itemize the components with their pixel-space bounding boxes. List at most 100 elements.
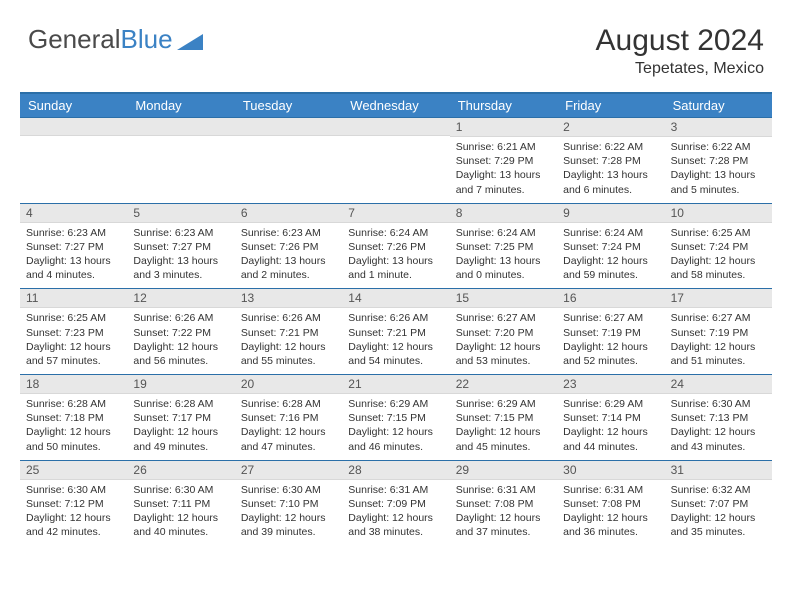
day-detail: Sunrise: 6:31 AM Sunset: 7:08 PM Dayligh… [557,480,664,546]
day-cell: 11Sunrise: 6:25 AM Sunset: 7:23 PM Dayli… [20,289,127,374]
day-number: 6 [235,204,342,223]
day-detail: Sunrise: 6:23 AM Sunset: 7:26 PM Dayligh… [235,223,342,289]
day-detail: Sunrise: 6:25 AM Sunset: 7:24 PM Dayligh… [665,223,772,289]
day-detail: Sunrise: 6:28 AM Sunset: 7:17 PM Dayligh… [127,394,234,460]
day-detail: Sunrise: 6:25 AM Sunset: 7:23 PM Dayligh… [20,308,127,374]
day-number: 13 [235,289,342,308]
day-number: 11 [20,289,127,308]
day-number: 14 [342,289,449,308]
day-detail: Sunrise: 6:26 AM Sunset: 7:22 PM Dayligh… [127,308,234,374]
day-cell: 3Sunrise: 6:22 AM Sunset: 7:28 PM Daylig… [665,118,772,203]
day-number: 29 [450,461,557,480]
day-number: 8 [450,204,557,223]
day-number: 7 [342,204,449,223]
day-number: 21 [342,375,449,394]
day-number: 2 [557,118,664,137]
day-detail: Sunrise: 6:28 AM Sunset: 7:16 PM Dayligh… [235,394,342,460]
day-number: 23 [557,375,664,394]
day-detail: Sunrise: 6:30 AM Sunset: 7:11 PM Dayligh… [127,480,234,546]
day-number: 31 [665,461,772,480]
day-detail: Sunrise: 6:21 AM Sunset: 7:29 PM Dayligh… [450,137,557,203]
day-cell: 19Sunrise: 6:28 AM Sunset: 7:17 PM Dayli… [127,375,234,460]
week-row: 11Sunrise: 6:25 AM Sunset: 7:23 PM Dayli… [20,288,772,374]
day-cell: 13Sunrise: 6:26 AM Sunset: 7:21 PM Dayli… [235,289,342,374]
page-title: August 2024 [596,24,764,58]
day-detail: Sunrise: 6:30 AM Sunset: 7:10 PM Dayligh… [235,480,342,546]
day-number: 9 [557,204,664,223]
day-cell [127,118,234,203]
day-detail: Sunrise: 6:30 AM Sunset: 7:12 PM Dayligh… [20,480,127,546]
weeks-container: 1Sunrise: 6:21 AM Sunset: 7:29 PM Daylig… [20,117,772,545]
day-number [127,118,234,136]
day-number: 27 [235,461,342,480]
day-cell [342,118,449,203]
day-cell: 22Sunrise: 6:29 AM Sunset: 7:15 PM Dayli… [450,375,557,460]
day-number: 1 [450,118,557,137]
day-cell: 16Sunrise: 6:27 AM Sunset: 7:19 PM Dayli… [557,289,664,374]
header: GeneralBlue August 2024 Tepetates, Mexic… [0,0,792,86]
day-detail: Sunrise: 6:23 AM Sunset: 7:27 PM Dayligh… [127,223,234,289]
day-detail: Sunrise: 6:29 AM Sunset: 7:14 PM Dayligh… [557,394,664,460]
day-cell: 29Sunrise: 6:31 AM Sunset: 7:08 PM Dayli… [450,461,557,546]
day-header: Saturday [665,94,772,117]
day-number: 4 [20,204,127,223]
day-cell: 20Sunrise: 6:28 AM Sunset: 7:16 PM Dayli… [235,375,342,460]
day-cell: 18Sunrise: 6:28 AM Sunset: 7:18 PM Dayli… [20,375,127,460]
day-cell: 5Sunrise: 6:23 AM Sunset: 7:27 PM Daylig… [127,204,234,289]
day-number: 20 [235,375,342,394]
day-number: 17 [665,289,772,308]
day-cell: 25Sunrise: 6:30 AM Sunset: 7:12 PM Dayli… [20,461,127,546]
logo-text-2: Blue [121,24,173,55]
day-detail: Sunrise: 6:24 AM Sunset: 7:24 PM Dayligh… [557,223,664,289]
day-header-row: Sunday Monday Tuesday Wednesday Thursday… [20,94,772,117]
day-detail: Sunrise: 6:22 AM Sunset: 7:28 PM Dayligh… [557,137,664,203]
day-detail: Sunrise: 6:30 AM Sunset: 7:13 PM Dayligh… [665,394,772,460]
day-number: 15 [450,289,557,308]
day-number: 25 [20,461,127,480]
day-cell: 27Sunrise: 6:30 AM Sunset: 7:10 PM Dayli… [235,461,342,546]
day-header: Monday [127,94,234,117]
day-number: 22 [450,375,557,394]
day-cell: 31Sunrise: 6:32 AM Sunset: 7:07 PM Dayli… [665,461,772,546]
day-cell: 30Sunrise: 6:31 AM Sunset: 7:08 PM Dayli… [557,461,664,546]
day-number: 16 [557,289,664,308]
day-number [342,118,449,136]
logo-triangle-icon [177,30,203,50]
day-number: 19 [127,375,234,394]
day-detail: Sunrise: 6:31 AM Sunset: 7:09 PM Dayligh… [342,480,449,546]
day-number: 3 [665,118,772,137]
day-cell: 4Sunrise: 6:23 AM Sunset: 7:27 PM Daylig… [20,204,127,289]
day-cell: 21Sunrise: 6:29 AM Sunset: 7:15 PM Dayli… [342,375,449,460]
day-cell: 1Sunrise: 6:21 AM Sunset: 7:29 PM Daylig… [450,118,557,203]
day-number [235,118,342,136]
day-detail: Sunrise: 6:26 AM Sunset: 7:21 PM Dayligh… [342,308,449,374]
day-detail: Sunrise: 6:27 AM Sunset: 7:19 PM Dayligh… [665,308,772,374]
logo-text-1: General [28,24,121,55]
logo: GeneralBlue [28,24,203,55]
day-number: 28 [342,461,449,480]
day-detail: Sunrise: 6:31 AM Sunset: 7:08 PM Dayligh… [450,480,557,546]
day-detail: Sunrise: 6:28 AM Sunset: 7:18 PM Dayligh… [20,394,127,460]
day-detail: Sunrise: 6:24 AM Sunset: 7:25 PM Dayligh… [450,223,557,289]
day-cell [20,118,127,203]
day-cell: 10Sunrise: 6:25 AM Sunset: 7:24 PM Dayli… [665,204,772,289]
day-detail: Sunrise: 6:23 AM Sunset: 7:27 PM Dayligh… [20,223,127,289]
day-cell: 7Sunrise: 6:24 AM Sunset: 7:26 PM Daylig… [342,204,449,289]
day-cell: 28Sunrise: 6:31 AM Sunset: 7:09 PM Dayli… [342,461,449,546]
day-cell: 14Sunrise: 6:26 AM Sunset: 7:21 PM Dayli… [342,289,449,374]
calendar: Sunday Monday Tuesday Wednesday Thursday… [20,92,772,545]
day-cell [235,118,342,203]
day-number: 18 [20,375,127,394]
week-row: 4Sunrise: 6:23 AM Sunset: 7:27 PM Daylig… [20,203,772,289]
day-cell: 15Sunrise: 6:27 AM Sunset: 7:20 PM Dayli… [450,289,557,374]
day-detail: Sunrise: 6:27 AM Sunset: 7:19 PM Dayligh… [557,308,664,374]
day-detail: Sunrise: 6:22 AM Sunset: 7:28 PM Dayligh… [665,137,772,203]
week-row: 18Sunrise: 6:28 AM Sunset: 7:18 PM Dayli… [20,374,772,460]
day-header: Friday [557,94,664,117]
day-header: Wednesday [342,94,449,117]
day-header: Sunday [20,94,127,117]
location: Tepetates, Mexico [596,60,764,78]
day-cell: 26Sunrise: 6:30 AM Sunset: 7:11 PM Dayli… [127,461,234,546]
day-number: 24 [665,375,772,394]
day-cell: 9Sunrise: 6:24 AM Sunset: 7:24 PM Daylig… [557,204,664,289]
